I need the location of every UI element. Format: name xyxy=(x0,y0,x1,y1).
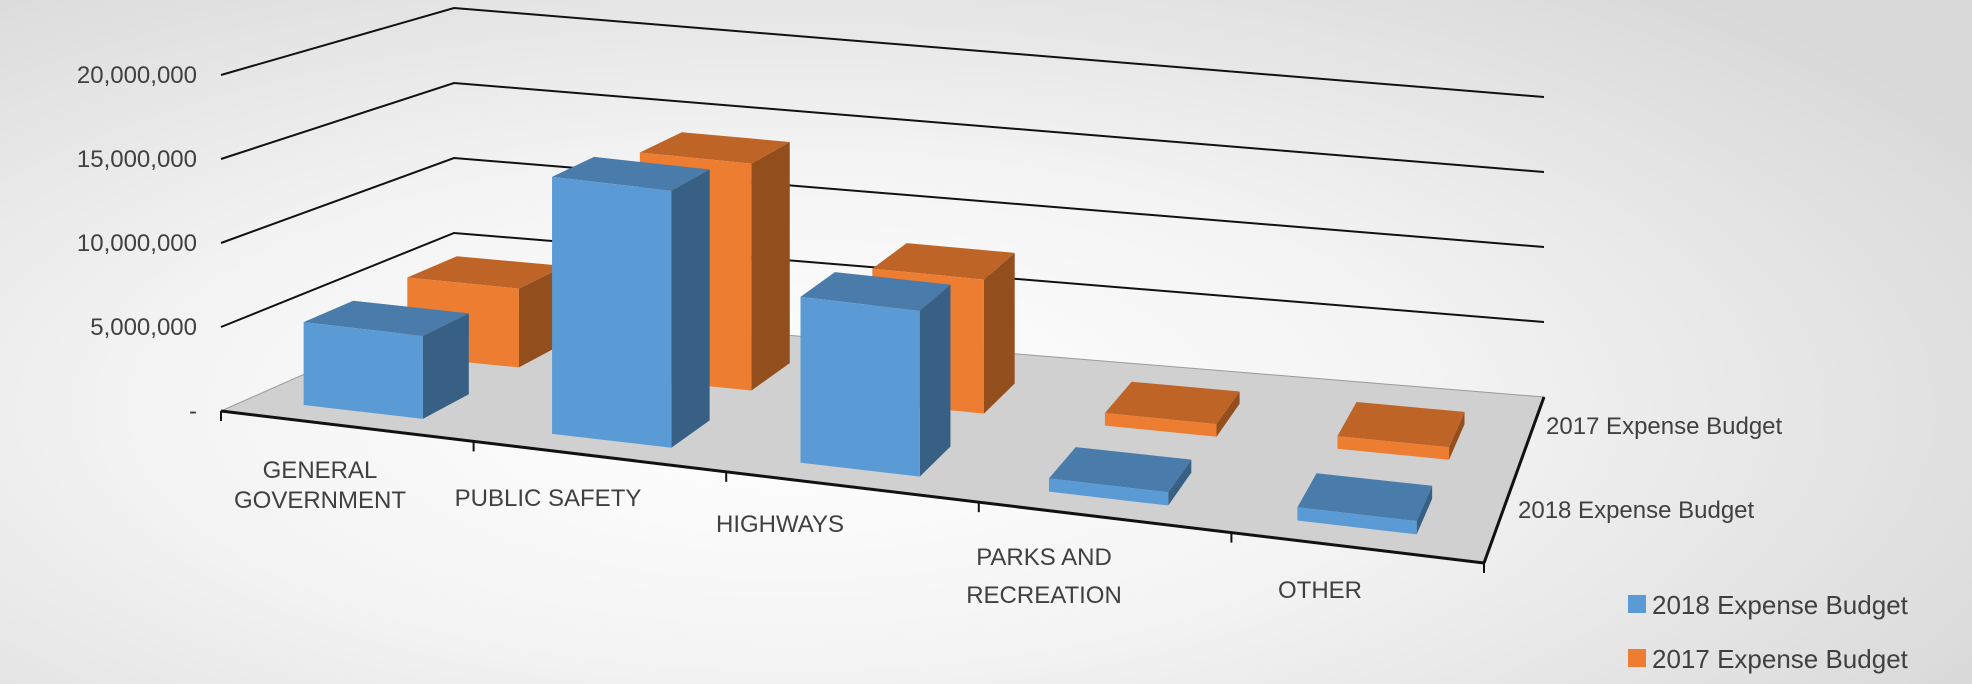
x-category-label: GOVERNMENT xyxy=(234,487,406,514)
legend: 2018 Expense Budget 2017 Expense Budget xyxy=(1628,590,1909,674)
y-tick-label: - xyxy=(189,398,197,425)
bar-front xyxy=(1337,436,1450,460)
bar-2018-1 xyxy=(552,156,710,448)
bar-side xyxy=(751,141,790,391)
y-tick-label: 5,000,000 xyxy=(90,314,197,341)
bar-2018-0 xyxy=(303,300,469,419)
gridline xyxy=(220,231,1545,328)
bar-top xyxy=(303,300,469,336)
bar-2017-4 xyxy=(1337,402,1465,460)
y-tick-label: 20,000,000 xyxy=(77,62,197,89)
bar-front xyxy=(800,296,920,477)
bar-front xyxy=(1048,478,1169,506)
bar-top xyxy=(1337,402,1465,448)
x-category-label: RECREATION xyxy=(966,582,1122,609)
legend-swatch xyxy=(1628,649,1646,667)
chart-labels: - 5,000,000 10,000,000 15,000,000 20,000,000… xyxy=(77,62,1783,609)
bar-side xyxy=(983,252,1015,414)
legend-label: 2018 Expense Budget xyxy=(1652,590,1909,620)
bar-2018-4 xyxy=(1297,473,1433,535)
x-category-label: OTHER xyxy=(1278,577,1362,604)
gridline xyxy=(220,6,1545,98)
bar-front xyxy=(1297,507,1417,535)
y-tick-label: 15,000,000 xyxy=(77,146,197,173)
depth-axis-label: 2018 Expense Budget xyxy=(1518,497,1755,524)
x-axis-line xyxy=(220,409,1485,565)
legend-label: 2017 Expense Budget xyxy=(1652,644,1909,674)
x-category-label: PUBLIC SAFETY xyxy=(455,485,642,512)
bar-side xyxy=(671,169,710,448)
bar-top xyxy=(800,272,951,311)
bar-side xyxy=(1168,459,1192,506)
bar-top xyxy=(872,243,1015,280)
bar-top xyxy=(552,156,710,191)
bar-2017-3 xyxy=(1104,381,1240,437)
x-category-label: HIGHWAYS xyxy=(716,511,844,538)
chart-bars xyxy=(303,132,1465,535)
bar-side xyxy=(1216,391,1240,437)
bar-side xyxy=(1449,411,1465,460)
depth-axis-line xyxy=(1482,396,1546,564)
bar-top xyxy=(407,256,565,289)
bar-top xyxy=(1048,447,1192,493)
bar-front xyxy=(552,176,672,448)
bar-2018-3 xyxy=(1048,447,1192,506)
gridline xyxy=(220,156,1545,248)
bar-top xyxy=(639,132,790,164)
bar-side xyxy=(1416,485,1433,535)
depth-axis-label: 2017 Expense Budget xyxy=(1546,413,1783,440)
legend-swatch xyxy=(1628,595,1646,613)
x-category-label: GENERAL xyxy=(263,457,378,484)
bar-front xyxy=(303,322,423,419)
bar-2018-2 xyxy=(800,272,951,477)
gridline xyxy=(220,81,1545,173)
bar-top xyxy=(1104,381,1240,425)
bar-top xyxy=(1297,473,1433,522)
bar-front xyxy=(1104,413,1217,437)
x-category-label: PARKS AND xyxy=(976,544,1112,571)
bar-side xyxy=(919,284,951,477)
y-tick-label: 10,000,000 xyxy=(77,230,197,257)
bar-side xyxy=(422,313,469,419)
